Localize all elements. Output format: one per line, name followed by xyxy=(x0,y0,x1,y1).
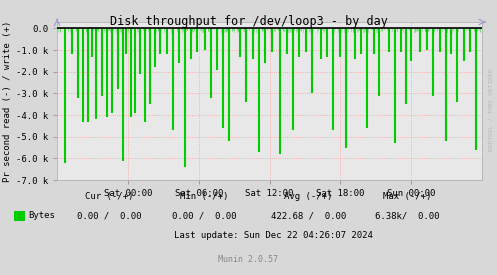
Text: 6.38k/  0.00: 6.38k/ 0.00 xyxy=(375,211,440,220)
Text: Avg (-/+): Avg (-/+) xyxy=(284,192,332,201)
Text: Max (-/+): Max (-/+) xyxy=(383,192,432,201)
Text: Disk throughput for /dev/loop3 - by day: Disk throughput for /dev/loop3 - by day xyxy=(109,15,388,28)
Text: 0.00 /  0.00: 0.00 / 0.00 xyxy=(77,211,142,220)
Text: Min (-/+): Min (-/+) xyxy=(179,192,228,201)
Text: 0.00 /  0.00: 0.00 / 0.00 xyxy=(171,211,236,220)
Y-axis label: Pr second read (-) / write (+): Pr second read (-) / write (+) xyxy=(2,20,12,182)
Text: Bytes: Bytes xyxy=(28,211,55,220)
Text: RRDTOOL / TOBI OETIKER: RRDTOOL / TOBI OETIKER xyxy=(488,69,493,151)
Text: Last update: Sun Dec 22 04:26:07 2024: Last update: Sun Dec 22 04:26:07 2024 xyxy=(174,231,373,240)
Text: Munin 2.0.57: Munin 2.0.57 xyxy=(219,255,278,264)
Text: 422.68 /  0.00: 422.68 / 0.00 xyxy=(270,211,346,220)
Text: Cur (-/+): Cur (-/+) xyxy=(85,192,134,201)
